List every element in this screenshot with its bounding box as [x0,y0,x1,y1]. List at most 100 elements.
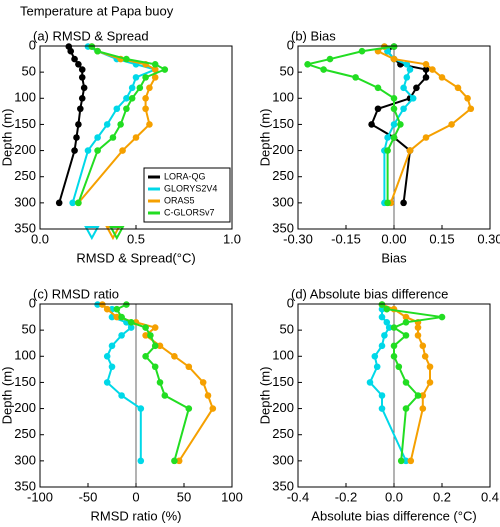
x-tick-label: -100 [27,489,53,504]
data-point [73,134,80,141]
data-point [366,379,374,386]
plot-frame [297,45,491,230]
data-point [390,43,398,50]
data-point [390,342,398,350]
data-point [374,105,382,113]
y-axis-label: Depth (m) [257,367,272,425]
x-tick-label: -0.15 [331,231,361,246]
data-point [209,405,217,412]
data-point [123,55,130,63]
data-point [67,47,75,55]
y-tick-label: 100 [14,348,36,363]
data-point [390,55,398,63]
data-point [199,379,207,386]
data-point [119,147,126,154]
data-point [127,319,135,326]
data-point [384,147,391,154]
data-point [75,121,82,128]
y-tick-label: 300 [272,452,294,467]
data-point [368,121,375,128]
data-point [103,121,111,128]
data-point [75,199,82,207]
y-tick-label: 300 [14,452,36,467]
x-tick-label: 1.0 [223,231,241,246]
data-point [402,319,410,326]
data-point [422,134,430,141]
x-tick-label: 0 [132,489,139,504]
data-point [151,363,159,371]
panel-title: (d) Absolute bias difference [291,286,448,301]
data-point [171,457,178,465]
data-point [422,74,430,81]
y-tick-label: 100 [272,348,294,363]
data-point [384,199,391,207]
y-tick-label: 250 [14,168,36,183]
data-point [151,66,159,73]
data-point [185,363,193,371]
data-point [390,121,398,128]
data-point [94,134,101,141]
data-point [142,324,149,331]
data-point [400,84,407,92]
data-point [128,94,136,102]
data-point [94,47,101,55]
x-tick-label: 0.4 [481,489,499,504]
data-point [136,84,144,92]
data-point [118,332,125,339]
plot-frame [297,303,491,488]
data-point [113,313,121,321]
x-tick-label: -0.4 [287,489,309,504]
y-tick-label: 250 [272,168,294,183]
y-tick-label: 50 [22,322,36,337]
data-point [448,121,455,128]
x-tick-label: 0.15 [429,231,454,246]
data-point [71,55,78,63]
y-tick-label: 100 [272,90,294,105]
data-point [406,147,414,154]
data-point [99,301,106,308]
data-point [403,74,411,81]
data-point [128,84,136,92]
data-point [403,61,411,68]
data-point [103,352,111,360]
data-point [395,363,403,371]
data-point [374,84,382,92]
data-point [142,74,149,81]
data-point [438,313,446,321]
data-point [127,324,135,331]
data-point [454,84,462,92]
data-point [146,84,153,92]
panel-title: (b) Bias [291,28,336,43]
x-tick-label: -0.2 [335,489,357,504]
data-point [78,74,86,81]
data-point [426,379,434,386]
data-point [358,47,366,55]
data-point [320,66,327,73]
data-point [151,324,159,331]
data-point [146,121,153,128]
y-tick-label: 50 [280,64,294,79]
data-point [123,105,130,113]
data-point [419,405,427,412]
data-point [402,379,410,386]
x-tick-label: 0.00 [381,231,406,246]
data-point [84,147,92,154]
data-point [55,199,63,207]
data-point [113,105,121,113]
data-point [304,61,311,68]
data-point [413,84,420,92]
data-point [78,94,86,102]
y-tick-label: 300 [272,194,294,209]
data-point [352,74,359,81]
data-point [383,319,391,326]
y-tick-label: 0 [287,295,294,310]
axis-marker [109,226,125,241]
data-point [108,342,116,350]
data-point [402,457,410,465]
x-tick-label: 0.5 [127,231,145,246]
data-point [422,66,430,73]
data-point [373,363,381,371]
y-tick-label: 350 [272,478,294,493]
data-point [381,332,388,339]
data-point [429,66,436,73]
